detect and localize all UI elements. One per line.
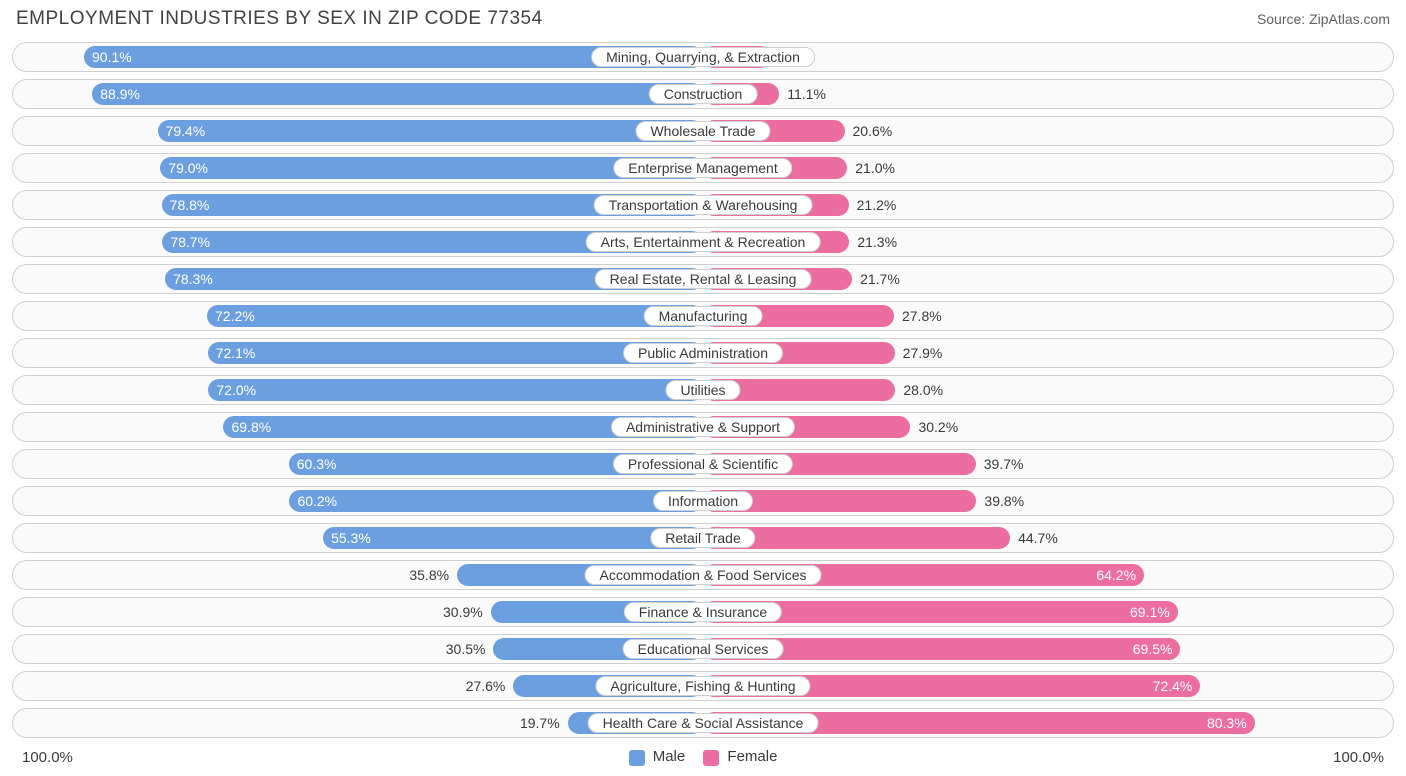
- female-pct-label: 27.9%: [903, 345, 943, 361]
- chart-title: EMPLOYMENT INDUSTRIES BY SEX IN ZIP CODE…: [16, 8, 543, 30]
- male-pct-label: 88.9%: [100, 86, 140, 102]
- male-pct-label: 90.1%: [92, 49, 132, 65]
- category-label: Arts, Entertainment & Recreation: [586, 232, 821, 252]
- female-swatch-icon: [703, 750, 719, 766]
- bar-row: 30.9% 69.1% Finance & Insurance: [12, 597, 1394, 627]
- bar-row: 19.7% 80.3% Health Care & Social Assistanc…: [12, 708, 1394, 738]
- category-label: Accommodation & Food Services: [585, 565, 822, 585]
- axis-left-label: 100.0%: [22, 749, 73, 766]
- male-pct-label: 30.9%: [443, 604, 483, 620]
- diverging-bar-chart: 90.1%9.9%Mining, Quarrying, & Extraction…: [12, 42, 1394, 738]
- female-pct-label: 39.7%: [984, 456, 1024, 472]
- male-pct-label: 78.7%: [170, 234, 210, 250]
- chart-header: EMPLOYMENT INDUSTRIES BY SEX IN ZIP CODE…: [12, 8, 1394, 30]
- category-label: Agriculture, Fishing & Hunting: [595, 676, 810, 696]
- category-label: Information: [653, 491, 753, 511]
- male-pct-label: 78.3%: [173, 271, 213, 287]
- legend: Male Female: [629, 748, 778, 765]
- male-swatch-icon: [629, 750, 645, 766]
- male-bar: [323, 527, 703, 549]
- legend-female: Female: [703, 748, 777, 765]
- female-pct-label: 72.4%: [1153, 678, 1193, 694]
- bar-row: 72.1% 27.9% Public Administration: [12, 338, 1394, 368]
- male-bar: [207, 305, 703, 327]
- female-pct-label: 21.3%: [857, 234, 897, 250]
- bar-row: 72.0% 28.0% Utilities: [12, 375, 1394, 405]
- category-label: Construction: [649, 84, 758, 104]
- category-label: Educational Services: [623, 639, 784, 659]
- legend-male-label: Male: [653, 748, 686, 765]
- male-bar: [289, 490, 703, 512]
- female-pct-label: 64.2%: [1096, 567, 1136, 583]
- male-bar: [158, 120, 703, 142]
- bar-row: 60.2% 39.8% Information: [12, 486, 1394, 516]
- female-pct-label: 80.3%: [1207, 715, 1247, 731]
- male-pct-label: 55.3%: [331, 530, 371, 546]
- male-pct-label: 78.8%: [170, 197, 210, 213]
- female-pct-label: 69.5%: [1133, 641, 1173, 657]
- female-pct-label: 44.7%: [1018, 530, 1058, 546]
- female-pct-label: 11.1%: [787, 86, 826, 102]
- bar-row: 60.3% 39.7% Professional & Scientific: [12, 449, 1394, 479]
- bar-row: 79.4% 20.6% Wholesale Trade: [12, 116, 1394, 146]
- category-label: Administrative & Support: [611, 417, 795, 437]
- bar-row: 55.3% 44.7% Retail Trade: [12, 523, 1394, 553]
- bar-row: 79.0% 21.0% Enterprise Management: [12, 153, 1394, 183]
- category-label: Real Estate, Rental & Leasing: [595, 269, 812, 289]
- chart-footer: 100.0% Male Female 100.0%: [12, 745, 1394, 769]
- bar-row: 88.9% 11.1% Construction: [12, 79, 1394, 109]
- female-pct-label: 28.0%: [903, 382, 943, 398]
- category-label: Finance & Insurance: [624, 602, 782, 622]
- male-pct-label: 30.5%: [446, 641, 486, 657]
- legend-female-label: Female: [727, 748, 777, 765]
- category-label: Public Administration: [623, 343, 783, 363]
- category-label: Wholesale Trade: [635, 121, 770, 141]
- female-pct-label: 21.7%: [860, 271, 900, 287]
- female-pct-label: 39.8%: [984, 493, 1024, 509]
- bar-row: 69.8% 30.2% Administrative & Support: [12, 412, 1394, 442]
- male-pct-label: 79.4%: [166, 123, 206, 139]
- male-pct-label: 79.0%: [168, 160, 208, 176]
- male-pct-label: 60.2%: [297, 493, 337, 509]
- female-pct-label: 69.1%: [1130, 604, 1170, 620]
- female-pct-label: 21.2%: [857, 197, 897, 213]
- male-pct-label: 27.6%: [466, 678, 506, 694]
- female-pct-label: 30.2%: [918, 419, 958, 435]
- male-pct-label: 72.1%: [216, 345, 256, 361]
- male-bar: [208, 379, 703, 401]
- bar-row: 78.8% 21.2% Transportation & Warehousing: [12, 190, 1394, 220]
- male-pct-label: 69.8%: [231, 419, 271, 435]
- chart-source: Source: ZipAtlas.com: [1257, 11, 1390, 27]
- bar-row: 72.2% 27.8% Manufacturing: [12, 301, 1394, 331]
- category-label: Transportation & Warehousing: [594, 195, 813, 215]
- category-label: Health Care & Social Assistance: [588, 713, 819, 733]
- male-pct-label: 72.0%: [216, 382, 256, 398]
- female-pct-label: 27.8%: [902, 308, 942, 324]
- female-pct-label: 21.0%: [855, 160, 895, 176]
- category-label: Manufacturing: [644, 306, 763, 326]
- bar-row: 27.6% 72.4% Agriculture, Fishing & Hunting: [12, 671, 1394, 701]
- male-pct-label: 72.2%: [215, 308, 255, 324]
- bar-row: 78.7% 21.3% Arts, Entertainment & Recreati…: [12, 227, 1394, 257]
- category-label: Mining, Quarrying, & Extraction: [591, 47, 815, 67]
- bar-row: 35.8% 64.2% Accommodation & Food Services: [12, 560, 1394, 590]
- male-pct-label: 19.7%: [520, 715, 560, 731]
- male-pct-label: 35.8%: [409, 567, 449, 583]
- category-label: Retail Trade: [650, 528, 755, 548]
- category-label: Utilities: [665, 380, 740, 400]
- female-pct-label: 20.6%: [853, 123, 893, 139]
- axis-right-label: 100.0%: [1333, 749, 1384, 766]
- bar-row: 90.1%9.9%Mining, Quarrying, & Extraction: [12, 42, 1394, 72]
- legend-male: Male: [629, 748, 686, 765]
- male-pct-label: 60.3%: [297, 456, 337, 472]
- bar-row: 30.5% 69.5% Educational Services: [12, 634, 1394, 664]
- category-label: Enterprise Management: [613, 158, 792, 178]
- male-bar: [92, 83, 703, 105]
- category-label: Professional & Scientific: [613, 454, 793, 474]
- bar-row: 78.3% 21.7% Real Estate, Rental & Leasing: [12, 264, 1394, 294]
